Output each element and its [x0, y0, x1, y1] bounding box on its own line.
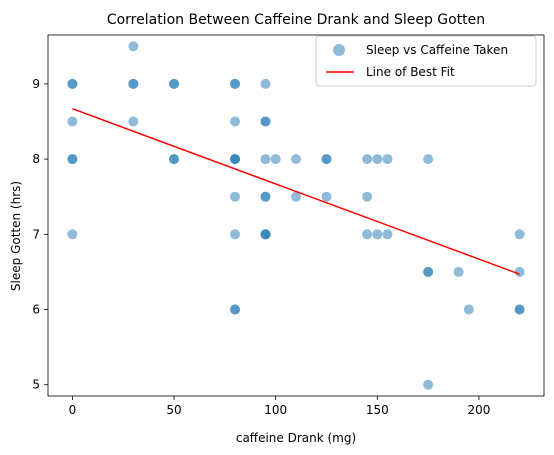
scatter-point [362, 154, 373, 165]
legend-box [315, 35, 537, 87]
x-tick-label: 0 [69, 403, 77, 417]
x-axis-label: caffeine Drank (mg) [236, 431, 356, 445]
scatter-point [230, 191, 241, 202]
legend-label-line: Line of Best Fit [366, 65, 455, 79]
scatter-points [67, 41, 525, 390]
scatter-point [230, 229, 241, 240]
scatter-point [291, 191, 301, 202]
scatter-point [514, 229, 525, 240]
scatter-point [423, 154, 434, 165]
scatter-point [67, 116, 78, 127]
best-fit-line [72, 108, 520, 275]
scatter-point [372, 229, 383, 240]
scatter-point [291, 154, 301, 165]
scatter-point [382, 229, 393, 240]
scatter-point [128, 78, 139, 89]
scatter-point [260, 191, 271, 202]
scatter-point [230, 154, 241, 165]
scatter-point [372, 154, 383, 165]
scatter-point [270, 154, 281, 165]
chart-title: Correlation Between Caffeine Drank and S… [107, 12, 485, 28]
scatter-point [67, 78, 78, 89]
x-tick-label: 200 [467, 403, 490, 417]
scatter-point [260, 154, 271, 165]
scatter-point [362, 191, 373, 202]
legend-label-scatter: Sleep vs Caffeine Taken [366, 43, 508, 57]
scatter-point [67, 154, 78, 165]
y-tick-label: 5 [32, 378, 40, 392]
scatter-point [67, 229, 78, 240]
scatter-point [321, 154, 332, 165]
scatter-point [514, 304, 525, 315]
scatter-point [463, 304, 474, 315]
y-tick-label: 8 [32, 152, 40, 166]
scatter-point [453, 266, 464, 277]
y-tick-label: 7 [32, 227, 40, 241]
best-fit-layer [72, 108, 520, 275]
x-tick-label: 150 [366, 403, 389, 417]
x-axis-ticks: 0 50 100 150 200 [69, 396, 490, 417]
scatter-point [169, 154, 180, 165]
scatter-point [260, 78, 271, 89]
scatter-point [260, 229, 271, 240]
legend-marker-scatter [333, 44, 345, 56]
scatter-point [362, 229, 373, 240]
y-axis-label: Sleep Gotten (hrs) [9, 181, 23, 291]
scatter-point [128, 41, 139, 52]
plot-frame [47, 34, 545, 397]
scatter-point [169, 78, 180, 89]
y-tick-label: 9 [32, 77, 40, 91]
scatter-point [230, 304, 241, 315]
scatter-point [230, 116, 241, 127]
y-tick-label: 6 [32, 303, 40, 317]
scatter-point [382, 154, 393, 165]
scatter-point [321, 191, 332, 202]
legend: Sleep vs Caffeine Taken Line of Best Fit [315, 35, 537, 87]
x-tick-label: 50 [166, 403, 181, 417]
scatter-point [423, 266, 434, 277]
scatter-point [423, 379, 434, 390]
x-tick-label: 100 [264, 403, 287, 417]
scatter-point [128, 116, 139, 127]
scatter-point [230, 78, 241, 89]
y-axis-ticks: 5 6 7 8 9 [32, 77, 48, 392]
scatter-point [514, 266, 525, 277]
scatter-point [260, 116, 271, 127]
